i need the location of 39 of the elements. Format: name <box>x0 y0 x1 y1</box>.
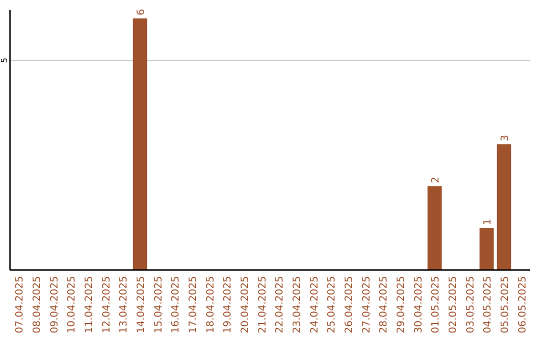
bar <box>132 18 148 270</box>
x-tick-label: 12.04.2025 <box>101 276 112 334</box>
x-tick-label: 13.04.2025 <box>118 276 130 334</box>
bar <box>428 186 442 270</box>
x-tick-label: 23.04.2025 <box>292 276 303 334</box>
x-tick-label: 20.04.2025 <box>240 276 251 334</box>
x-tick-label: 19.04.2025 <box>222 276 234 334</box>
x-tick-label: 17.04.2025 <box>188 276 199 334</box>
x-tick-label: 09.04.2025 <box>49 276 60 334</box>
x-tick-label: 21.04.2025 <box>257 276 268 334</box>
data-label: 1 <box>482 218 494 226</box>
x-tick-label: 25.04.2025 <box>326 276 338 334</box>
x-tick-label: 08.04.2025 <box>32 276 43 334</box>
x-tick-label: 30.04.2025 <box>413 276 424 334</box>
data-label: 2 <box>430 176 442 184</box>
data-label: 3 <box>500 134 511 142</box>
x-tick-label: 01.05.2025 <box>430 276 442 334</box>
bar <box>480 228 494 270</box>
x-tick-label: 06.05.2025 <box>517 276 528 334</box>
x-tick-label: 16.04.2025 <box>170 276 182 334</box>
x-tick-label: 03.05.2025 <box>465 276 476 334</box>
x-tick-label: 24.04.2025 <box>309 276 320 334</box>
x-tick-label: 15.04.2025 <box>153 276 164 334</box>
x-tick-label: 07.04.2025 <box>14 276 26 334</box>
x-tick-label: 10.04.2025 <box>66 276 78 334</box>
x-tick-label: 11.04.2025 <box>84 276 95 334</box>
x-tick-label: 14.04.2025 <box>136 276 147 334</box>
x-tick-label: 04.05.2025 <box>482 276 494 334</box>
x-tick-label: 28.04.2025 <box>378 276 390 334</box>
bar <box>496 144 512 270</box>
x-tick-label: 05.05.2025 <box>500 276 511 334</box>
y-tick-label: 5 <box>0 58 9 63</box>
x-tick-label: 02.05.2025 <box>448 276 459 334</box>
data-label: 6 <box>136 9 147 16</box>
x-tick-label: 26.04.2025 <box>344 276 355 334</box>
x-tick-label: 18.04.2025 <box>205 276 216 334</box>
x-tick-label: 22.04.2025 <box>274 276 286 334</box>
x-tick-label: 29.04.2025 <box>396 276 407 334</box>
x-tick-label: 27.04.2025 <box>361 276 372 334</box>
